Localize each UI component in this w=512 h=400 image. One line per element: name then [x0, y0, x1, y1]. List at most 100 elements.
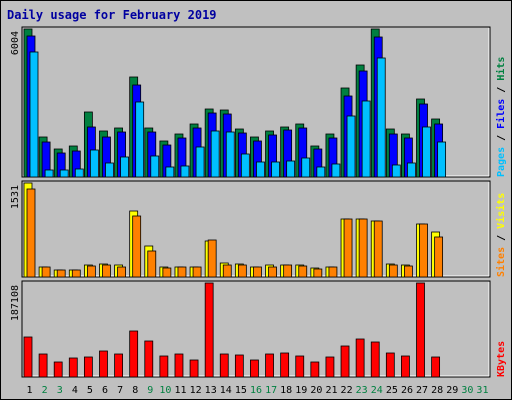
x-tick-label: 11	[174, 385, 186, 396]
bar-pages-day-14	[225, 131, 235, 178]
x-tick-label: 1	[27, 385, 33, 396]
bar-sites-day-5	[86, 265, 96, 278]
bar-sites-day-17	[268, 266, 277, 278]
bar-kbytes-day-8	[129, 330, 139, 378]
bar-sites-day-7	[117, 266, 126, 278]
bar-pages-day-27	[422, 126, 431, 178]
ymax-label-visits_sites: 1531	[10, 185, 21, 209]
bar-kbytes-day-27	[416, 282, 425, 378]
bar-kbytes-day-16	[250, 359, 259, 378]
bar-kbytes-day-5	[83, 356, 93, 378]
x-tick-label: 24	[371, 385, 383, 396]
legend-item: Pages	[496, 147, 507, 177]
bar-pages-day-2	[44, 169, 54, 178]
bar-pages-day-28	[437, 141, 447, 178]
bar-sites-day-15	[237, 264, 247, 278]
legend-item: /	[496, 129, 507, 147]
bar-kbytes-day-26	[401, 355, 410, 378]
bar-pages-day-3	[59, 169, 69, 178]
bar-kbytes-day-4	[68, 357, 78, 378]
x-tick-label: 28	[431, 385, 443, 396]
bar-sites-day-14	[222, 264, 232, 278]
bar-pages-day-5	[89, 149, 99, 178]
bar-pages-day-9	[150, 155, 160, 178]
bar-kbytes-day-1	[23, 336, 33, 378]
bar-kbytes-day-3	[53, 361, 63, 378]
bar-kbytes-day-28	[431, 356, 441, 378]
bar-pages-day-10	[165, 166, 175, 178]
x-tick-label: 25	[386, 385, 398, 396]
legend-item: KBytes	[496, 341, 507, 377]
x-tick-label: 9	[147, 385, 153, 396]
bar-sites-day-18	[283, 264, 293, 278]
bar-sites-day-28	[434, 236, 444, 278]
x-tick-label: 3	[57, 385, 63, 396]
x-tick-label: 31	[476, 385, 488, 396]
x-tick-label: 21	[325, 385, 337, 396]
bar-pages-day-11	[180, 165, 190, 178]
bar-pages-day-8	[135, 101, 145, 178]
legend-item: Hits	[495, 57, 507, 81]
bar-pages-day-7	[120, 156, 129, 178]
x-tick-label: 7	[117, 385, 123, 396]
bar-kbytes-day-20	[310, 361, 320, 378]
bar-sites-day-9	[147, 250, 157, 278]
bar-kbytes-day-2	[38, 353, 48, 378]
x-tick-label: 8	[132, 385, 138, 396]
bar-sites-day-24	[373, 220, 383, 278]
x-tick-label: 16	[250, 385, 262, 396]
x-tick-label: 13	[205, 385, 217, 396]
bar-sites-day-3	[56, 269, 66, 278]
x-tick-label: 22	[341, 385, 353, 396]
bar-kbytes-day-10	[159, 355, 169, 378]
bar-kbytes-day-21	[325, 356, 335, 378]
bar-sites-day-8	[132, 215, 142, 278]
bar-sites-day-26	[404, 265, 413, 278]
bar-sites-day-1	[26, 188, 36, 278]
bar-kbytes-day-19	[295, 355, 305, 378]
bar-pages-day-20	[316, 166, 326, 178]
bar-sites-day-12	[192, 266, 202, 278]
legend-item: Files	[495, 99, 507, 129]
bar-sites-day-4	[71, 269, 81, 278]
bar-pages-day-17	[271, 161, 280, 178]
bar-pages-day-16	[256, 161, 265, 178]
bar-pages-day-12	[195, 146, 205, 178]
bar-sites-day-25	[388, 264, 398, 278]
x-tick-label: 19	[295, 385, 307, 396]
ymax-label-hits_files_pages: 6004	[10, 31, 21, 55]
bar-pages-day-24	[376, 57, 386, 178]
bar-pages-day-13	[210, 130, 220, 178]
legend-hits_files_pages: Pages / Files / Hits	[495, 57, 507, 177]
legend-item: /	[496, 229, 507, 247]
x-tick-label: 20	[310, 385, 322, 396]
x-tick-label: 10	[159, 385, 171, 396]
bar-kbytes-day-25	[385, 352, 395, 378]
bar-sites-day-19	[298, 265, 308, 278]
bar-kbytes-day-7	[114, 353, 123, 378]
legend-item: /	[496, 81, 507, 99]
bar-pages-day-26	[407, 162, 416, 178]
bar-kbytes-day-6	[99, 350, 108, 378]
x-tick-label: 17	[265, 385, 277, 396]
bar-kbytes-day-22	[340, 345, 350, 378]
bar-sites-day-22	[343, 218, 353, 278]
bar-pages-day-4	[74, 168, 84, 178]
legend-kbytes: KBytes	[496, 341, 507, 377]
bar-pages-day-1	[29, 51, 39, 178]
bar-kbytes-day-14	[219, 353, 229, 378]
bar-kbytes-day-23	[355, 338, 365, 378]
bar-sites-day-21	[328, 266, 338, 278]
bar-pages-day-25	[391, 164, 401, 178]
x-tick-label: 5	[87, 385, 93, 396]
ymax-label-kbytes: 187108	[10, 285, 21, 321]
legend-item: Sites	[495, 247, 507, 277]
x-tick-label: 14	[220, 385, 232, 396]
bar-sites-day-10	[162, 267, 172, 278]
legend-visits_sites: Sites / Visits	[495, 193, 507, 277]
bar-kbytes-day-15	[234, 354, 244, 378]
bar-kbytes-day-12	[189, 359, 199, 378]
bar-kbytes-day-9	[144, 340, 154, 378]
x-tick-label: 2	[42, 385, 48, 396]
